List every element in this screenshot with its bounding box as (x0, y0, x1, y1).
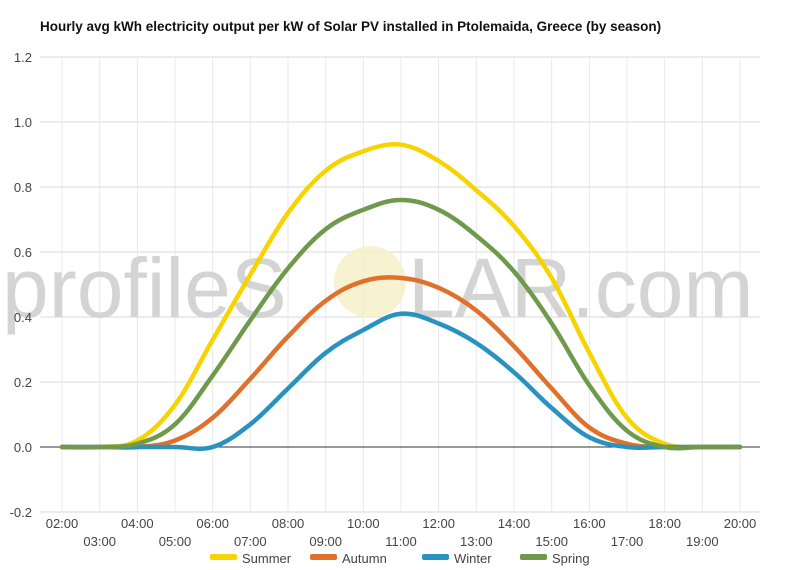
y-tick-label: 1.0 (14, 115, 32, 130)
x-tick-label: 08:00 (272, 516, 305, 531)
x-tick-label: 05:00 (159, 534, 192, 549)
series-lines (59, 142, 743, 452)
legend-label: Winter (454, 551, 492, 566)
y-tick-label: 0.2 (14, 375, 32, 390)
watermark-sun-icon (334, 246, 406, 318)
y-tick-label: -0.2 (10, 505, 32, 520)
x-tick-label: 17:00 (611, 534, 644, 549)
watermark: profileS LAR.com (2, 241, 753, 335)
x-tick-label: 15:00 (535, 534, 568, 549)
x-tick-label: 18:00 (648, 516, 681, 531)
y-tick-label: 0.6 (14, 245, 32, 260)
x-tick-label: 03:00 (83, 534, 116, 549)
x-tick-label: 19:00 (686, 534, 719, 549)
x-tick-label: 11:00 (385, 534, 417, 549)
x-tick-label: 16:00 (573, 516, 606, 531)
y-axis-ticks: -0.2 0.0 0.2 0.4 0.6 0.8 1.0 1.2 (10, 50, 32, 520)
x-tick-label: 06:00 (196, 516, 229, 531)
y-tick-label: 0.0 (14, 440, 32, 455)
x-tick-label: 10:00 (347, 516, 380, 531)
x-axis-ticks: 02:00 03:00 04:00 05:00 06:00 07:00 08:00 09:00… (46, 516, 757, 549)
x-tick-label: 04:00 (121, 516, 154, 531)
x-tick-label: 14:00 (498, 516, 531, 531)
watermark-text-right: LAR.com (408, 241, 753, 335)
legend-label: Autumn (342, 551, 387, 566)
x-tick-label: 02:00 (46, 516, 79, 531)
watermark-text-left: profileS (2, 241, 287, 335)
legend-swatch-summer (210, 554, 237, 560)
legend-label: Summer (242, 551, 292, 566)
x-tick-label: 20:00 (724, 516, 757, 531)
legend-swatch-autumn (310, 554, 337, 560)
legend-label: Spring (552, 551, 590, 566)
series-line-summer (59, 142, 743, 450)
legend-swatch-spring (520, 554, 547, 560)
x-tick-label: 07:00 (234, 534, 267, 549)
series-line-spring (59, 197, 743, 451)
series-line-autumn (59, 275, 743, 450)
series-line-winter (59, 311, 743, 452)
chart-title: Hourly avg kWh electricity output per kW… (40, 19, 662, 34)
legend-swatch-winter (422, 554, 449, 560)
legend: Summer Autumn Winter Spring (210, 551, 590, 566)
x-tick-label: 12:00 (422, 516, 455, 531)
x-tick-label: 13:00 (460, 534, 493, 549)
y-tick-label: 0.4 (14, 310, 32, 325)
x-tick-label: 09:00 (309, 534, 342, 549)
y-tick-label: 1.2 (14, 50, 32, 65)
y-tick-label: 0.8 (14, 180, 32, 195)
